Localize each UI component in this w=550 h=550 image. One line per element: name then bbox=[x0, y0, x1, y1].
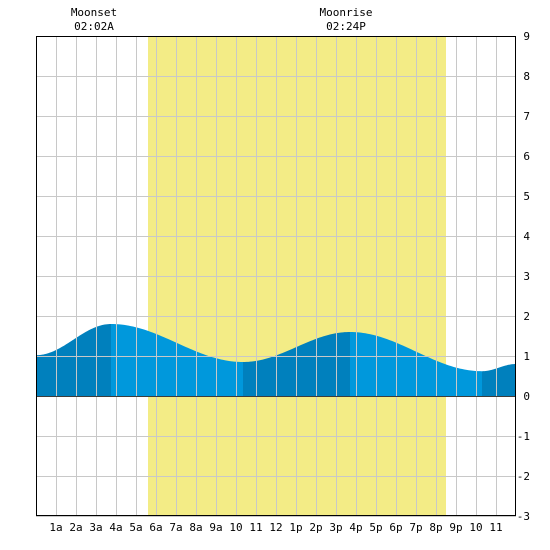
x-tick-label: 10 bbox=[229, 521, 242, 534]
x-tick-label: 3a bbox=[89, 521, 102, 534]
x-tick-label: 7a bbox=[169, 521, 182, 534]
y-tick-label: 2 bbox=[523, 310, 530, 323]
y-tick-label: 6 bbox=[523, 150, 530, 163]
y-tick-label: 4 bbox=[523, 230, 530, 243]
x-tick-label: 4p bbox=[349, 521, 362, 534]
x-tick-label: 5a bbox=[129, 521, 142, 534]
y-tick-label: 0 bbox=[523, 390, 530, 403]
moonset-time: 02:02A bbox=[74, 20, 114, 33]
y-tick-label: 9 bbox=[523, 30, 530, 43]
x-tick-label: 9p bbox=[449, 521, 462, 534]
y-tick-label: 8 bbox=[523, 70, 530, 83]
y-tick-label: 7 bbox=[523, 110, 530, 123]
y-tick-label: 5 bbox=[523, 190, 530, 203]
x-tick-label: 5p bbox=[369, 521, 382, 534]
x-tick-label: 11 bbox=[489, 521, 502, 534]
x-tick-label: 6a bbox=[149, 521, 162, 534]
x-tick-label: 4a bbox=[109, 521, 122, 534]
x-tick-label: 1a bbox=[49, 521, 62, 534]
x-tick-label: 2a bbox=[69, 521, 82, 534]
x-tick-label: 9a bbox=[209, 521, 222, 534]
x-tick-label: 8a bbox=[189, 521, 202, 534]
y-tick-label: 3 bbox=[523, 270, 530, 283]
x-tick-label: 12 bbox=[269, 521, 282, 534]
x-tick-label: 8p bbox=[429, 521, 442, 534]
x-tick-label: 2p bbox=[309, 521, 322, 534]
y-tick-label: -2 bbox=[517, 470, 530, 483]
x-tick-label: 3p bbox=[329, 521, 342, 534]
x-tick-label: 6p bbox=[389, 521, 402, 534]
moonrise-time: 02:24P bbox=[326, 20, 366, 33]
plot-border bbox=[36, 36, 516, 516]
x-tick-label: 11 bbox=[249, 521, 262, 534]
x-tick-label: 7p bbox=[409, 521, 422, 534]
moonset-label: Moonset bbox=[71, 6, 117, 19]
y-tick-label: -1 bbox=[517, 430, 530, 443]
tide-segment-rising bbox=[36, 324, 111, 396]
x-tick-label: 1p bbox=[289, 521, 302, 534]
x-tick-label: 10 bbox=[469, 521, 482, 534]
moonrise-label: Moonrise bbox=[320, 6, 373, 19]
tide-segment-rising bbox=[482, 364, 516, 396]
y-tick-label: 1 bbox=[523, 350, 530, 363]
y-tick-label: -3 bbox=[517, 510, 530, 523]
